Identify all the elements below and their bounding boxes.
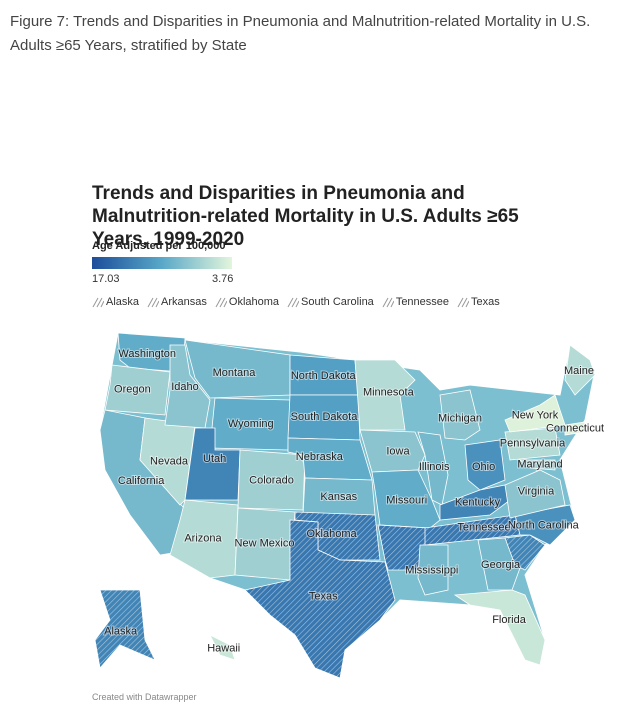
state-label: Hawaii: [207, 643, 240, 655]
state: [504, 469, 566, 519]
state-label: Idaho: [171, 381, 199, 393]
hatch-swatch: [457, 297, 470, 308]
hatch-legend-item: Alaska: [92, 296, 139, 308]
state-label: Nevada: [150, 456, 189, 468]
state-label: North Carolina: [508, 520, 580, 532]
hatch-swatch: [287, 297, 300, 308]
hatch-legend: Alaska Arkansas Oklahoma South Carolina Tenn…: [92, 296, 500, 308]
state: [514, 504, 576, 546]
state: [417, 544, 449, 596]
labels: Washington Oregon California Nevada Idaho Mon…: [103, 347, 605, 656]
state-label: Wyoming: [228, 418, 274, 430]
state-label: Pennsylvania: [500, 438, 566, 450]
hatch-legend-item: South Carolina: [287, 296, 374, 308]
state-label: Colorado: [249, 475, 294, 487]
hatch-legend-item: Oklahoma: [215, 296, 279, 308]
hatch-legend-label: Arkansas: [161, 296, 207, 308]
state: [504, 394, 566, 433]
state-label: New Mexico: [235, 538, 295, 550]
state-label: California: [118, 475, 165, 487]
state-label: Washington: [118, 348, 176, 360]
state-label: Kansas: [320, 491, 357, 503]
state-label: Florida: [492, 614, 527, 626]
hatch-legend-label: Tennessee: [395, 296, 450, 308]
states: [94, 332, 596, 679]
state: [453, 589, 546, 666]
state-label: Illinois: [419, 461, 450, 473]
state-label: Ohio: [472, 461, 495, 473]
state: [164, 344, 211, 429]
hatch-legend-label: Texas: [471, 296, 500, 308]
color-scale: [92, 257, 232, 269]
state-label: Maine: [564, 365, 594, 377]
state-hatch: [295, 512, 380, 560]
state: [464, 439, 506, 491]
state-label: Georgia: [481, 559, 521, 571]
state: [104, 364, 171, 416]
state-label: Iowa: [386, 446, 410, 458]
state-label: Connecticut: [546, 422, 604, 434]
hatch-legend-item: Arkansas: [147, 296, 207, 308]
legend-title: Age Adjusted per 100,000: [92, 240, 226, 252]
state-label: New York: [512, 409, 559, 421]
hatch-swatch: [215, 297, 227, 308]
state: [564, 344, 596, 396]
state-label: Maryland: [517, 458, 562, 470]
state-label: Utah: [203, 453, 226, 465]
state: [504, 427, 561, 461]
state-label: Oklahoma: [307, 528, 358, 540]
state: [169, 499, 239, 579]
state-hatch: [245, 520, 395, 678]
hatch-legend-label: Alaska: [106, 296, 140, 308]
state-label: Kentucky: [455, 496, 501, 508]
state-label: Montana: [213, 367, 257, 379]
state-label: Arizona: [184, 533, 222, 545]
state: [518, 459, 556, 471]
state-hatch: [505, 535, 545, 570]
scale-label: 17.03: [92, 273, 120, 285]
state-label: Tennessee: [457, 522, 510, 534]
state-hatch: [95, 590, 155, 668]
state-hatch: [425, 515, 535, 545]
chart-title: Trends and Disparities in Pneumonia and …: [92, 183, 519, 250]
state-label: Mississippi: [405, 565, 458, 577]
state-label: South Dakota: [291, 411, 359, 423]
state-label: Michigan: [438, 413, 482, 425]
state: [439, 389, 481, 441]
hatch-legend-item: Texas: [457, 296, 500, 308]
state: [371, 469, 441, 529]
state-label: Oregon: [114, 383, 151, 395]
scale-label: 3.76: [212, 273, 234, 285]
footer: Created with Datawrapper: [92, 692, 197, 702]
state: [209, 634, 236, 661]
figure-caption: Figure 7: Trends and Disparities in Pneu…: [10, 13, 591, 54]
hatch-legend-item: Tennessee: [382, 296, 449, 308]
hatch-legend-label: South Carolina: [301, 296, 374, 308]
hatch-swatch: [147, 297, 160, 308]
state-label: North Dakota: [291, 370, 357, 382]
hatch-swatch: [92, 297, 104, 308]
state: [359, 429, 426, 473]
state-label: Virginia: [518, 486, 555, 498]
state: [184, 339, 291, 399]
state-label: Alaska: [104, 626, 138, 638]
state-label: Missouri: [386, 495, 427, 507]
state-label: Minnesota: [363, 386, 415, 398]
state: [564, 421, 586, 436]
hatch-swatch: [382, 297, 394, 308]
state-label: Nebraska: [296, 451, 344, 463]
state-hatch: [378, 525, 428, 570]
hatch-legend-label: Oklahoma: [228, 296, 280, 308]
state-label: Texas: [309, 590, 338, 602]
